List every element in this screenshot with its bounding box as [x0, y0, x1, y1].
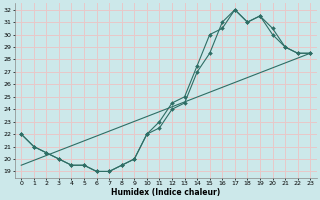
X-axis label: Humidex (Indice chaleur): Humidex (Indice chaleur): [111, 188, 220, 197]
